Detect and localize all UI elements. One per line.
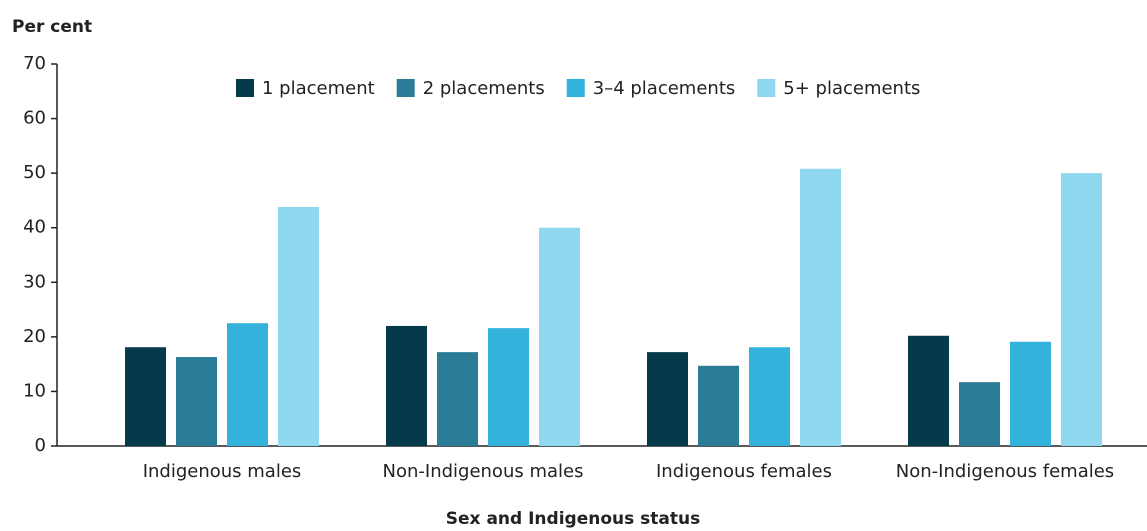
y-tick-label: 40	[23, 217, 46, 238]
bar	[488, 328, 529, 446]
legend-swatch	[396, 79, 415, 97]
y-tick-label: 50	[23, 162, 46, 183]
bar	[1010, 341, 1051, 446]
y-tick-label: 0	[35, 435, 46, 456]
legend-swatch	[757, 79, 776, 97]
bar	[749, 347, 790, 446]
bar	[959, 382, 1000, 446]
x-tick-label: Indigenous males	[143, 461, 302, 482]
legend-label: 2 placements	[423, 78, 545, 99]
bar	[386, 325, 427, 446]
legend-swatch	[236, 79, 254, 97]
bar	[539, 227, 580, 446]
y-axis-label: Per cent	[12, 17, 92, 37]
legend-label: 5+ placements	[783, 78, 920, 99]
bar	[647, 352, 688, 446]
x-tick-label: Non-Indigenous males	[383, 461, 584, 482]
bar	[278, 206, 319, 446]
y-tick-label: 10	[23, 380, 46, 401]
bar	[437, 352, 478, 446]
bar	[176, 357, 217, 446]
bar	[908, 335, 949, 446]
y-tick-label: 70	[23, 53, 46, 74]
bar	[800, 168, 841, 446]
x-tick-label: Indigenous females	[656, 461, 832, 482]
legend-label: 3–4 placements	[593, 78, 736, 99]
y-tick-label: 60	[23, 108, 46, 129]
legend-label: 1 placement	[262, 78, 375, 99]
y-tick-label: 20	[23, 326, 46, 347]
x-axis-label: Sex and Indigenous status	[446, 509, 700, 529]
bar	[698, 365, 739, 446]
x-tick-label: Non-Indigenous females	[896, 461, 1114, 482]
bar	[227, 323, 268, 446]
legend-swatch	[566, 79, 585, 97]
bar	[1061, 173, 1102, 446]
bar	[125, 347, 166, 446]
y-tick-label: 30	[23, 271, 46, 292]
